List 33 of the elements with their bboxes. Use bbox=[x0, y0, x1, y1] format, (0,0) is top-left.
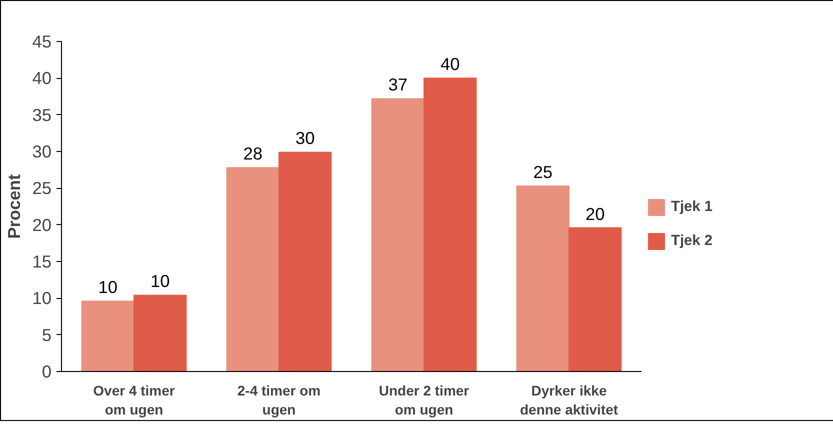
bar bbox=[371, 98, 424, 372]
data-label: 30 bbox=[295, 128, 315, 148]
bar bbox=[278, 152, 332, 372]
data-label: 10 bbox=[150, 271, 170, 292]
y-axis-title: Procent bbox=[4, 174, 24, 239]
data-label: 20 bbox=[585, 204, 605, 224]
x-tick-label: 2-4 timer om ugen bbox=[237, 382, 321, 418]
data-label: 40 bbox=[440, 54, 460, 74]
data-label: 37 bbox=[388, 74, 408, 95]
y-tick-label: 45 bbox=[32, 32, 52, 52]
y-tick-label: 25 bbox=[32, 178, 52, 198]
bar bbox=[568, 227, 622, 372]
y-tick-label: 30 bbox=[32, 142, 52, 162]
y-tick-label: 0 bbox=[42, 362, 52, 382]
bar bbox=[424, 78, 477, 372]
y-tick-label: 35 bbox=[32, 104, 52, 125]
y-tick-label: 40 bbox=[32, 68, 52, 88]
y-tick-label: 5 bbox=[42, 324, 52, 345]
y-tick-label: 15 bbox=[32, 252, 52, 272]
bar bbox=[81, 300, 134, 372]
data-label: 25 bbox=[533, 162, 553, 182]
bar bbox=[226, 167, 280, 372]
x-tick-label: Over 4 timer om ugen bbox=[93, 382, 176, 418]
bar bbox=[134, 294, 187, 372]
data-label: 28 bbox=[243, 144, 263, 164]
legend-label: Tjek 1 bbox=[671, 199, 713, 215]
y-tick-label: 20 bbox=[32, 214, 52, 235]
legend-label: Tjek 2 bbox=[671, 233, 713, 249]
x-tick-label: Under 2 timer om ugen bbox=[378, 382, 470, 418]
bar bbox=[516, 185, 570, 372]
data-label: 10 bbox=[98, 277, 118, 298]
x-tick-label: Dyrker ikke denne aktivitet bbox=[520, 382, 618, 418]
y-tick-label: 10 bbox=[32, 288, 52, 308]
